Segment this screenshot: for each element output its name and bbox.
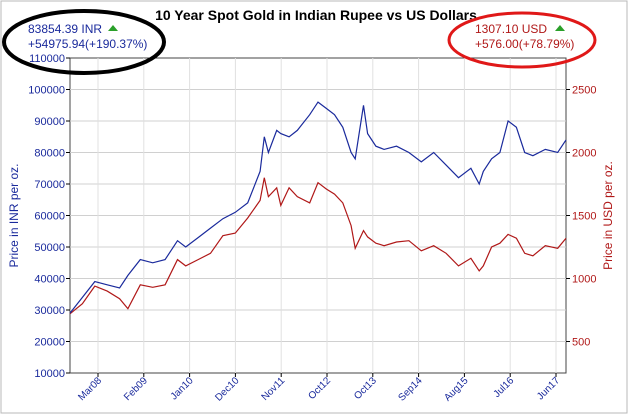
inr-series-line bbox=[69, 101, 567, 314]
right-axis-ticks: 500 1000 1500 2000 2500 bbox=[566, 85, 596, 349]
right-tick-label: 500 bbox=[572, 337, 590, 349]
left-tick-label: 80000 bbox=[34, 148, 65, 160]
inr-highlight-circle bbox=[2, 9, 166, 75]
usd-series-line bbox=[69, 177, 567, 315]
left-tick-label: 70000 bbox=[34, 179, 65, 191]
left-axis-label: Price in INR per oz. bbox=[7, 163, 21, 267]
inr-change-text: +54975.94(+190.37%) bbox=[28, 37, 147, 51]
usd-price-text: 1307.10 USD bbox=[475, 22, 547, 36]
usd-summary: 1307.10 USD +576.00(+78.79%) bbox=[447, 11, 597, 69]
left-tick-label: 90000 bbox=[34, 116, 65, 128]
left-tick-label: 50000 bbox=[34, 242, 65, 254]
left-tick-label: 20000 bbox=[34, 337, 65, 349]
inr-summary: 83854.39 INR +54975.94(+190.37%) bbox=[2, 9, 166, 75]
usd-up-arrow-icon bbox=[555, 25, 565, 31]
right-tick-label: 1000 bbox=[572, 274, 596, 286]
right-tick-label: 1500 bbox=[572, 211, 596, 223]
left-tick-label: 110000 bbox=[29, 53, 65, 65]
left-tick-label: 30000 bbox=[34, 305, 65, 317]
left-tick-label: 60000 bbox=[34, 211, 65, 223]
left-axis-ticks: 10000 20000 30000 40000 50000 60000 70000 80000… bbox=[28, 53, 70, 380]
left-tick-label: 100000 bbox=[28, 85, 65, 97]
usd-highlight-circle bbox=[447, 11, 597, 69]
usd-change-text: +576.00(+78.79%) bbox=[475, 37, 574, 51]
left-tick-label: 40000 bbox=[34, 274, 65, 286]
right-tick-label: 2500 bbox=[572, 85, 596, 97]
right-tick-label: 2000 bbox=[572, 148, 596, 160]
left-tick-label: 10000 bbox=[34, 368, 65, 380]
right-axis-label: Price in USD per oz. bbox=[601, 161, 615, 270]
chart-title: 10 Year Spot Gold in Indian Rupee vs US … bbox=[155, 7, 477, 23]
grid-lines bbox=[70, 58, 566, 373]
inr-up-arrow-icon bbox=[108, 25, 118, 31]
inr-price-text: 83854.39 INR bbox=[28, 22, 102, 36]
